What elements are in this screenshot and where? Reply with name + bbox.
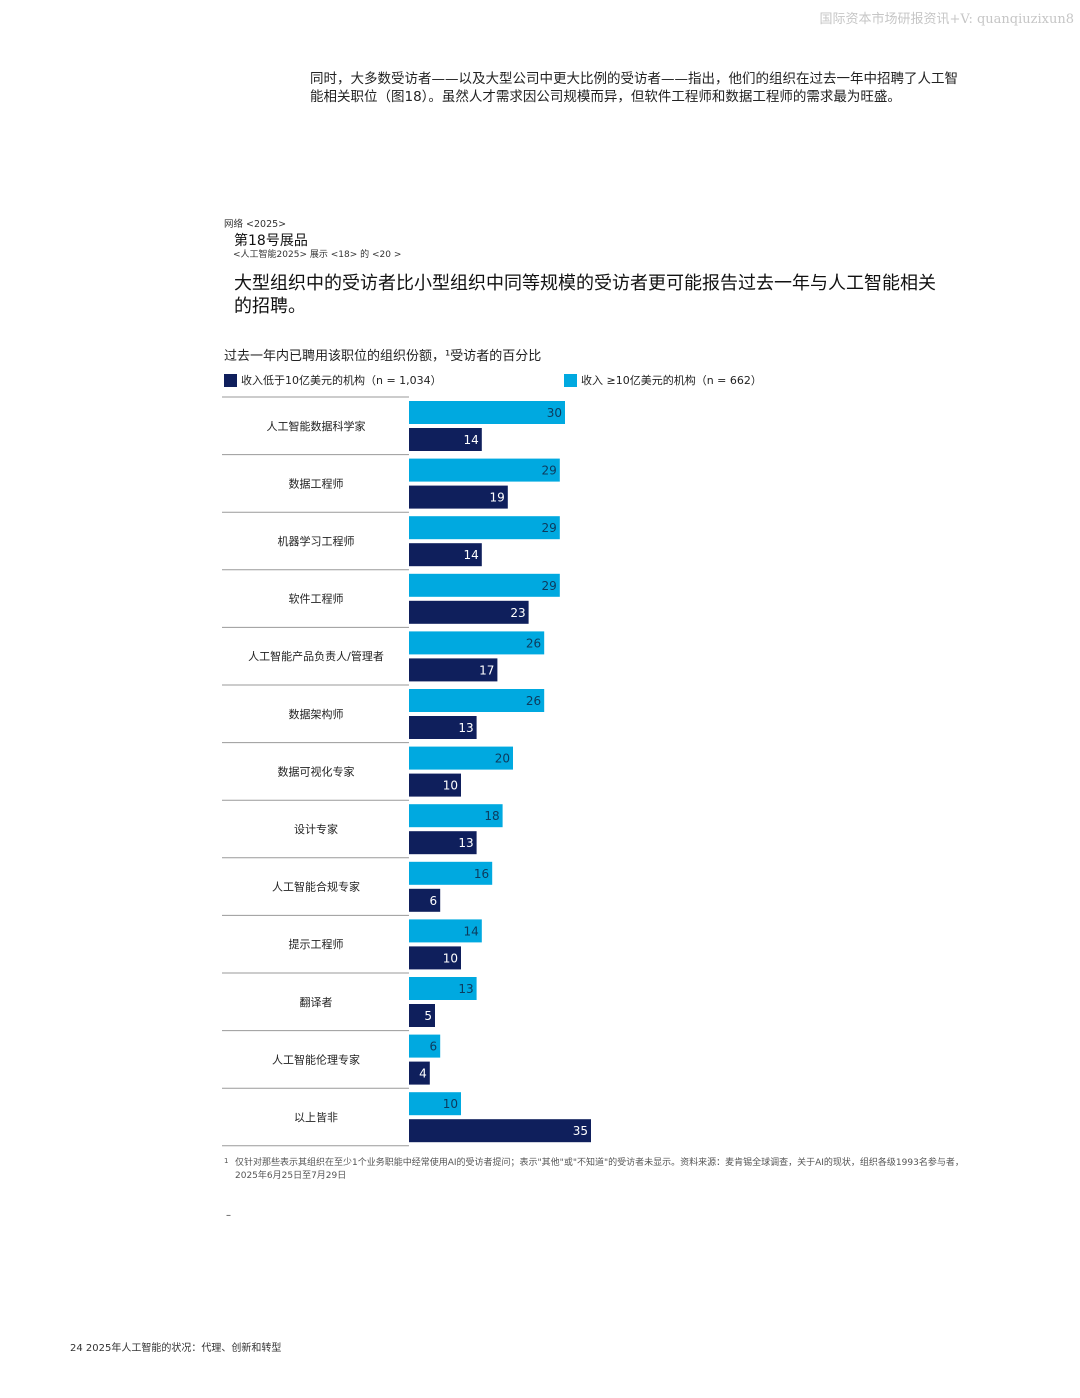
data-label: 35 (573, 1124, 588, 1138)
data-label: 10 (443, 779, 458, 793)
legend-label-large-org: 收入 ≥10亿美元的机构（n = 662） (581, 374, 762, 387)
category-label: 软件工程师 (289, 592, 344, 606)
bar-small-org (409, 716, 477, 739)
data-label: 10 (443, 951, 458, 965)
data-label: 14 (464, 433, 479, 447)
data-label: 30 (547, 406, 562, 420)
exhibit-subtitle: <人工智能2025> 展示 <18> 的 <20 > (233, 250, 402, 260)
data-label: 13 (458, 721, 473, 735)
legend-swatch-large-org (564, 373, 577, 387)
data-label: 18 (484, 809, 499, 823)
data-label: 17 (479, 663, 494, 677)
category-label: 人工智能数据科学家 (267, 419, 366, 433)
bar-large-org (409, 573, 560, 597)
category-label: 数据可视化专家 (278, 764, 355, 778)
chart-title: 过去一年内已聘用该职位的组织份额，¹受访者的百分比 (224, 349, 542, 364)
bar-small-org (409, 831, 477, 855)
bar-large-org (409, 919, 482, 943)
bar-large-org (409, 1034, 441, 1058)
data-label: 29 (542, 521, 557, 535)
category-label: 翻译者 (300, 995, 333, 1009)
category-label: 人工智能伦理专家 (272, 1052, 360, 1066)
intro-paragraph: 同时，大多数受访者——以及大型公司中更大比例的受访者——指出，他们的组织在过去一… (310, 71, 958, 105)
bar-small-org (409, 600, 529, 624)
category-label: 数据工程师 (289, 476, 344, 490)
data-label: 26 (526, 694, 541, 708)
bar-large-org (409, 689, 545, 712)
bar-small-org (409, 1061, 430, 1085)
bar-small-org (409, 946, 461, 970)
footnote-marker: 1 (224, 1157, 229, 1165)
bar-large-org (409, 861, 493, 885)
data-label: 6 (430, 894, 438, 908)
data-label: 13 (458, 982, 473, 996)
bar-small-org (409, 658, 498, 682)
legend-label-small-org: 收入低于10亿美元的机构（n = 1,034） (241, 374, 442, 387)
legend-item-large-org: 收入 ≥10亿美元的机构（n = 662） (564, 372, 762, 388)
category-label: 提示工程师 (289, 938, 344, 951)
bar-small-org (409, 888, 441, 912)
bar-large-org (409, 1092, 461, 1116)
data-label: 19 (490, 491, 505, 505)
exhibit-kicker: 网络 <2025> (224, 219, 287, 230)
category-label: 以上皆非 (294, 1111, 338, 1124)
data-label: 14 (464, 548, 479, 562)
bar-large-org (409, 631, 545, 655)
legend-swatch-small-org (224, 373, 237, 387)
data-label: 23 (510, 606, 525, 620)
data-label: 29 (542, 579, 557, 593)
footnote-text: 仅针对那些表示其组织在至少1个业务职能中经常使用AI的受访者提问；表示"其他"或… (235, 1158, 964, 1181)
data-label: 16 (474, 867, 489, 881)
bar-small-org (409, 1119, 591, 1143)
bar-small-org (409, 773, 461, 797)
exhibit-headline: 大型组织中的受访者比小型组织中同等规模的受访者更可能报告过去一年与人工智能相关的… (234, 273, 936, 317)
bar-large-org (409, 977, 477, 1000)
category-label: 人工智能合规专家 (272, 880, 360, 894)
watermark: 国际资本市场研报资讯+V: quanqiuzixun8 (819, 12, 1074, 27)
footnote: 1 仅针对那些表示其组织在至少1个业务职能中经常使用AI的受访者提问；表示"其他… (224, 1157, 969, 1183)
category-label: 机器学习工程师 (278, 534, 355, 548)
exhibit-title: 第18号展品 (234, 233, 308, 249)
data-label: 10 (443, 1097, 458, 1111)
data-label: 6 (430, 1040, 438, 1054)
bar-large-org (409, 516, 560, 540)
bar-small-org (409, 1004, 435, 1027)
bar-large-org (409, 401, 565, 424)
dash-mark: – (226, 1210, 231, 1221)
data-label: 14 (464, 924, 479, 938)
category-label: 人工智能产品负责人/管理者 (248, 649, 384, 663)
category-label: 设计专家 (294, 822, 338, 836)
bar-small-org (409, 543, 482, 567)
data-label: 26 (526, 636, 541, 650)
bar-large-org (409, 804, 503, 828)
bar-small-org (409, 485, 508, 509)
legend-item-small-org: 收入低于10亿美元的机构（n = 1,034） (224, 372, 442, 388)
category-label: 数据架构师 (289, 707, 344, 721)
bar-large-org (409, 458, 560, 482)
page-footer: 24 2025年人工智能的状况：代理、创新和转型 (70, 1343, 282, 1354)
data-label: 5 (424, 1009, 432, 1023)
data-label: 29 (542, 464, 557, 478)
data-label: 13 (458, 836, 473, 850)
bar-large-org (409, 746, 513, 770)
data-label: 20 (495, 752, 510, 766)
bar-small-org (409, 428, 482, 451)
data-label: 4 (419, 1067, 427, 1081)
